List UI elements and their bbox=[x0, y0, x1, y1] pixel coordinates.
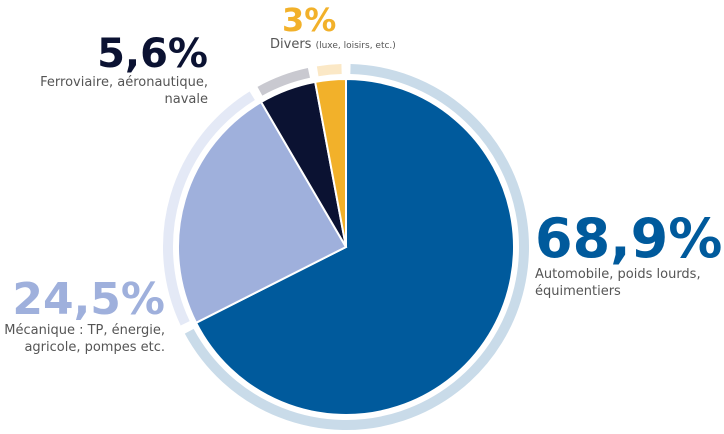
label-divers: 3% Divers (luxe, loisirs, etc.) bbox=[270, 4, 450, 55]
slice bbox=[177, 100, 348, 325]
category-label: Divers bbox=[270, 37, 312, 52]
slice-ring bbox=[257, 68, 311, 96]
slice bbox=[194, 77, 515, 416]
category-label: Automobile, poids lourds, équimentiers bbox=[535, 267, 701, 299]
slice-ring bbox=[184, 64, 529, 430]
category-label: Ferroviaire, aéronautique, navale bbox=[40, 75, 208, 107]
slice-ring bbox=[163, 91, 255, 326]
value-label: 3% bbox=[282, 1, 337, 39]
value-label: 68,9% bbox=[535, 207, 723, 270]
slice bbox=[313, 77, 347, 248]
category-label: Mécanique : TP, énergie, agricole, pompe… bbox=[4, 323, 165, 355]
label-automobile: 68,9% Automobile, poids lourds, équiment… bbox=[535, 207, 723, 300]
label-ferroviaire: 5,6% Ferroviaire, aéronautique, navale bbox=[20, 34, 208, 108]
value-label: 24,5% bbox=[12, 274, 165, 325]
label-mecanique: 24,5% Mécanique : TP, énergie, agricole,… bbox=[0, 278, 165, 356]
category-note: (luxe, loisirs, etc.) bbox=[315, 41, 396, 51]
value-label: 5,6% bbox=[97, 31, 208, 77]
slice-ring bbox=[316, 64, 342, 77]
